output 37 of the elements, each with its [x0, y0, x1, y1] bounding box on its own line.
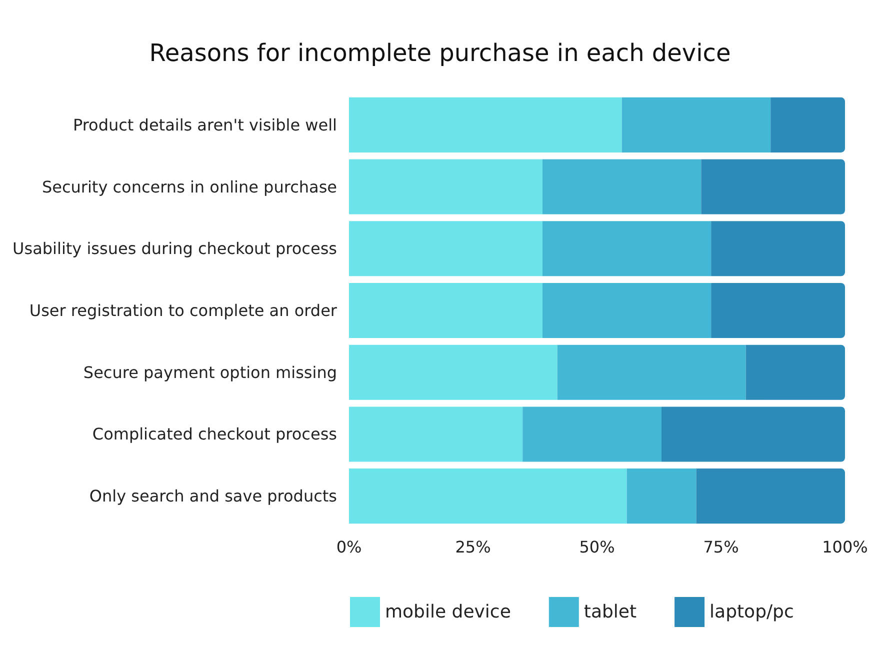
- bar: [622, 97, 771, 152]
- bar: [349, 282, 542, 338]
- legend-label: tablet: [584, 602, 637, 622]
- bar: [626, 468, 696, 524]
- x-tick-label: 50%: [579, 538, 615, 556]
- bar: [542, 159, 702, 214]
- bar: [349, 97, 622, 152]
- y-tick-label: Usability issues during checkout process: [12, 239, 337, 258]
- bar: [696, 468, 845, 524]
- y-tick-label: Security concerns in online purchase: [42, 177, 337, 196]
- bar: [711, 221, 845, 276]
- bar: [349, 221, 542, 276]
- bar: [349, 406, 523, 462]
- x-tick-label: 25%: [455, 538, 491, 556]
- bar: [349, 344, 558, 400]
- bar: [770, 97, 845, 152]
- y-tick-label: Product details aren't visible well: [72, 115, 337, 134]
- chart-title: Reasons for incomplete purchase in each device: [149, 39, 731, 67]
- bar: [349, 159, 542, 214]
- bar: [661, 406, 845, 462]
- x-tick-label: 100%: [822, 538, 868, 556]
- y-tick-label: Complicated checkout process: [92, 424, 337, 444]
- bar: [701, 159, 845, 214]
- bar: [746, 344, 845, 400]
- bar: [349, 468, 627, 524]
- y-tick-label: Secure payment option missing: [83, 362, 337, 382]
- bar: [557, 344, 746, 400]
- bar: [522, 406, 662, 462]
- bar: [542, 282, 712, 338]
- x-tick-label: 0%: [336, 538, 362, 556]
- legend-label: mobile device: [385, 602, 511, 622]
- x-tick-label: 75%: [703, 538, 739, 556]
- bar: [711, 282, 845, 338]
- legend-label: laptop/pc: [710, 602, 794, 622]
- y-tick-label: User registration to complete an order: [29, 301, 338, 320]
- y-tick-label: Only search and save products: [89, 486, 337, 506]
- bar: [542, 221, 712, 276]
